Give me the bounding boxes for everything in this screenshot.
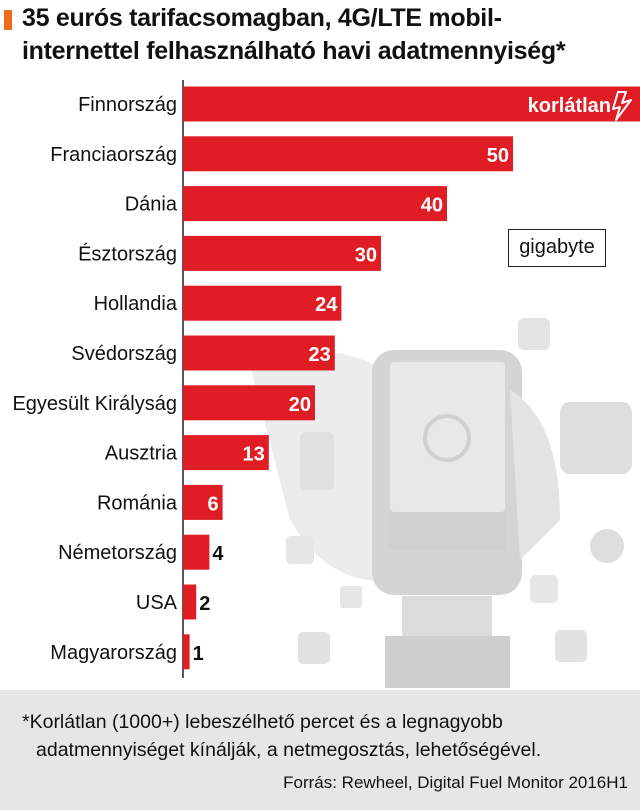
chart-area: Finnország Franciaország Dánia Észtország Ho… <box>12 80 640 688</box>
lightning-icon <box>612 91 632 121</box>
bar-9 <box>183 484 223 520</box>
bar-8 <box>183 435 269 471</box>
chart-title: 35 eurós tarifacsomagban, 4G/LTE mobil- … <box>22 2 622 68</box>
category-label: Dánia <box>125 194 178 216</box>
value-label: 30 <box>355 244 377 266</box>
category-label: USA <box>136 592 178 614</box>
value-label: 20 <box>289 394 311 416</box>
value-label: 4 <box>212 543 224 565</box>
value-label: 40 <box>421 195 443 217</box>
category-label: Svédország <box>71 343 177 365</box>
value-label: 1 <box>193 643 204 665</box>
category-label: Hollandia <box>94 293 178 315</box>
unit-label: gigabyte <box>508 229 606 267</box>
bar-group <box>183 86 640 670</box>
bar-10 <box>183 534 210 570</box>
bar-4 <box>183 235 381 271</box>
lightning-icon <box>612 91 632 121</box>
footnote-line-2: adatmennyiséget kínálják, a netmegosztás… <box>36 739 542 761</box>
footnote: *Korlátlan (1000+) lebeszélhető percet é… <box>22 708 632 764</box>
category-label: Egyesült Királyság <box>12 393 177 415</box>
category-label: Franciaország <box>50 144 177 166</box>
chart-title-line-1: 35 eurós tarifacsomagban, 4G/LTE mobil- <box>22 4 502 32</box>
footer: *Korlátlan (1000+) lebeszélhető percet é… <box>0 690 640 810</box>
category-label: Ausztria <box>105 443 178 465</box>
value-label: 2 <box>199 593 210 615</box>
value-label: 24 <box>315 294 338 316</box>
smartphone-illustration <box>250 318 632 688</box>
value-label: 6 <box>207 493 218 515</box>
category-label: Magyarország <box>50 642 177 664</box>
value-label: korlátlan <box>528 95 611 117</box>
footnote-line-1: *Korlátlan (1000+) lebeszélhető percet é… <box>22 711 503 733</box>
bar-6 <box>183 335 335 371</box>
category-label: Észtország <box>78 242 177 265</box>
bar-11 <box>183 584 197 620</box>
source-credit: Forrás: Rewheel, Digital Fuel Monitor 20… <box>283 773 628 792</box>
value-label: 23 <box>309 344 331 366</box>
category-label: Finnország <box>78 94 177 116</box>
category-labels: Finnország Franciaország Dánia Észtország Ho… <box>12 94 177 664</box>
value-label: 50 <box>487 145 509 167</box>
value-label: 13 <box>243 444 265 466</box>
bar-12 <box>183 634 190 670</box>
bar-3 <box>183 186 447 222</box>
bar-7 <box>183 385 315 421</box>
bar-1 <box>183 86 640 122</box>
bar-5 <box>183 285 342 321</box>
chart-title-line-2: internettel felhasználható havi adatmenn… <box>22 37 566 65</box>
title-marker <box>4 10 12 30</box>
category-label: Németország <box>58 542 177 564</box>
bar-2 <box>183 136 513 172</box>
value-labels: korlátlan 50 40 30 24 23 20 13 6 4 2 1 <box>193 95 611 665</box>
category-label: Románia <box>97 492 178 514</box>
